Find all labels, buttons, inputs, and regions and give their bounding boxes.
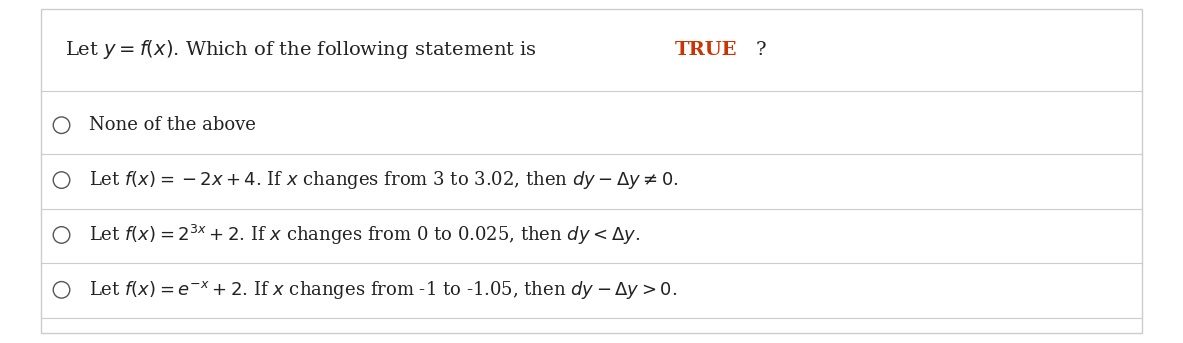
FancyBboxPatch shape xyxy=(41,9,1142,333)
Text: Let $f(x) = 2^{3x} + 2$. If $x$ changes from 0 to 0.025, then $dy < \Delta y$.: Let $f(x) = 2^{3x} + 2$. If $x$ changes … xyxy=(89,223,640,247)
Text: ?: ? xyxy=(756,41,767,59)
Text: Let $y = f(x)$. Which of the following statement is: Let $y = f(x)$. Which of the following s… xyxy=(65,38,538,61)
Text: None of the above: None of the above xyxy=(89,116,256,134)
Text: TRUE: TRUE xyxy=(675,41,738,59)
Text: Let $f(x) = -2x + 4$. If $x$ changes from 3 to 3.02, then $dy - \Delta y \neq 0$: Let $f(x) = -2x + 4$. If $x$ changes fro… xyxy=(89,169,679,191)
Text: Let $f(x) = e^{-x} + 2$. If $x$ changes from -1 to -1.05, then $dy - \Delta y > : Let $f(x) = e^{-x} + 2$. If $x$ changes … xyxy=(89,279,677,301)
